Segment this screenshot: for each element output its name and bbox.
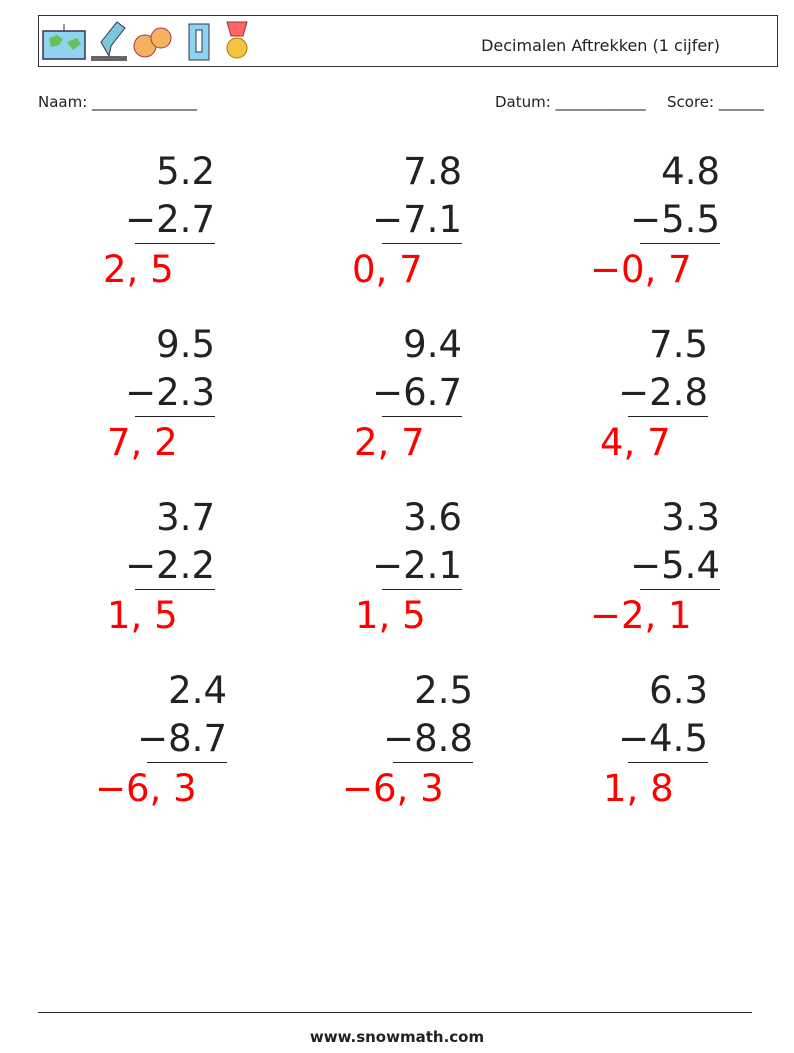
subtrahend: −2.2 [125,544,215,587]
answer-rule [147,762,227,763]
answer-rule [628,762,708,763]
answer-rule [393,762,473,763]
answer-rule [382,416,462,417]
minuend: 7.5 [649,323,708,366]
subtrahend: −8.7 [137,717,227,760]
answer: 7, 2 [107,421,178,464]
footer-rule [38,1012,752,1013]
subtrahend: −2.3 [125,371,215,414]
answer: −6, 3 [342,767,444,810]
answer: 2, 7 [354,421,425,464]
minuend: 9.5 [156,323,215,366]
answer: 2, 5 [103,248,174,291]
subtrahend: −5.4 [630,544,720,587]
answer-rule [382,243,462,244]
subtrahend: −5.5 [630,198,720,241]
answer-rule [628,416,708,417]
answer: −6, 3 [95,767,197,810]
name-field: Naam: ______________ [38,93,198,111]
answer: −0, 7 [590,248,692,291]
title: Decimalen Aftrekken (1 cijfer) [481,36,720,55]
minuend: 3.6 [403,496,462,539]
answer: 4, 7 [600,421,671,464]
subtrahend: −2.7 [125,198,215,241]
answer-rule [640,589,720,590]
answer-rule [135,589,215,590]
answer: 0, 7 [352,248,423,291]
date-field: Datum: ____________ [495,93,646,111]
minuend: 3.3 [661,496,720,539]
answer: 1, 5 [355,594,426,637]
answer-rule [640,243,720,244]
answer-rule [135,416,215,417]
answer: 1, 5 [107,594,178,637]
subtrahend: −2.1 [372,544,462,587]
subtrahend: −6.7 [372,371,462,414]
answer: −2, 1 [590,594,692,637]
minuend: 9.4 [403,323,462,366]
score-field: Score: ______ [667,93,764,111]
answer-rule [382,589,462,590]
footer: www.snowmath.com [309,1028,485,1046]
answer: 1, 8 [603,767,674,810]
minuend: 7.8 [403,150,462,193]
subtrahend: −2.8 [618,371,708,414]
header-icons [42,21,248,61]
minuend: 3.7 [156,496,215,539]
minuend: 6.3 [649,669,708,712]
subtrahend: −8.8 [383,717,473,760]
minuend: 5.2 [156,150,215,193]
minuend: 2.5 [414,669,473,712]
subtrahend: −7.1 [372,198,462,241]
answer-rule [135,243,215,244]
header-box [38,15,778,67]
minuend: 4.8 [661,150,720,193]
subtrahend: −4.5 [618,717,708,760]
minuend: 2.4 [168,669,227,712]
